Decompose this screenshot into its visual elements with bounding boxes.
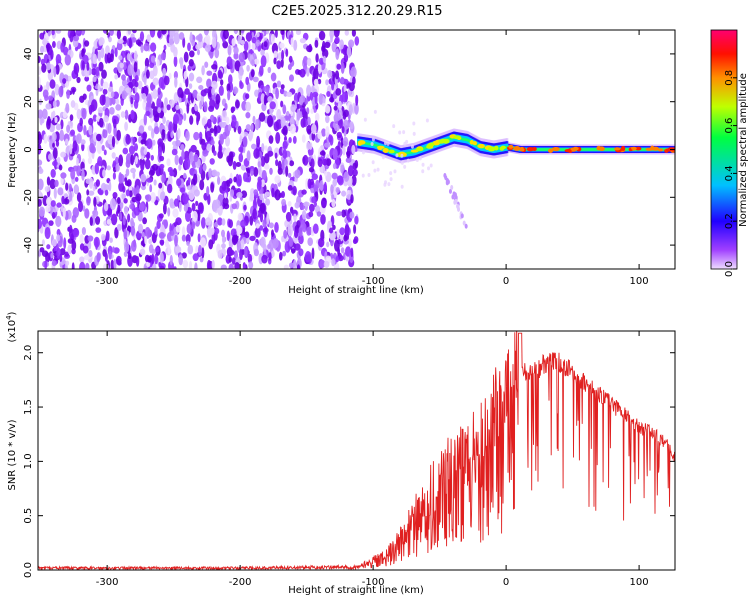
snr-ylabel: SNR (10 * v/v) — [7, 419, 18, 490]
colorbar-tick-label: 0.4 — [724, 165, 735, 181]
noise-speckle-region — [38, 30, 360, 269]
spectrogram-ytick-label: 20 — [23, 95, 34, 108]
colorbar-gradient — [711, 30, 737, 269]
snr-xtick-label: 0 — [503, 577, 509, 588]
snr-xtick-label: -300 — [96, 577, 119, 588]
snr-frame — [37, 330, 676, 571]
secondary-frequency-branch — [361, 109, 468, 229]
colorbar-frame — [710, 29, 738, 270]
spectrogram-xtick-label: -300 — [96, 276, 119, 287]
snr-ytick-label: 0.0 — [23, 562, 34, 578]
colorbar-tick-label: 0.2 — [724, 213, 735, 229]
colorbar-label: Normalized spectral amplitude — [738, 73, 749, 227]
spectrogram-ytick-label: -20 — [23, 189, 34, 205]
snr-xlabel: Height of straight line (km) — [288, 585, 424, 596]
snr-xtick-label: 100 — [630, 577, 649, 588]
snr-series-line — [38, 331, 675, 570]
spectrogram-ytick-label: -40 — [23, 237, 34, 253]
spectrogram-xtick-label: -200 — [229, 276, 252, 287]
snr-ytick-label: 0.5 — [23, 508, 34, 524]
spectrogram-ytick-label: 40 — [23, 48, 34, 61]
spectrogram-xlabel: Height of straight line (km) — [288, 285, 424, 296]
colorbar: 0.0 0.2 0.4 0.6 0.8 Normalized spectral ampl… — [710, 29, 749, 277]
spectrogram-xtick-label: -100 — [362, 276, 385, 287]
snr-xtick-label: -100 — [362, 577, 385, 588]
colorbar-tick-label: 0.6 — [724, 118, 735, 134]
figure-title: C2E5.2025.312.20.29.R15 — [271, 4, 442, 19]
spectrogram-xtick-label: 0 — [503, 276, 509, 287]
spectrogram-ylabel: Frequency (Hz) — [7, 112, 18, 188]
snr-xtick-label: -200 — [229, 577, 252, 588]
snr-ytick-label: 2.0 — [23, 345, 34, 361]
colorbar-tick-label: 0.8 — [724, 70, 735, 86]
snr-scale-label: (x104) — [5, 311, 18, 342]
spectrogram-xtick-label: 100 — [630, 276, 649, 287]
snr-panel: -300 -200 -100 0 100 0.0 0.5 1.0 1.5 2.0 Height o… — [5, 311, 676, 596]
spectrogram-ytick-label: 0 — [23, 146, 34, 152]
dominant-frequency-band — [357, 128, 675, 164]
snr-ytick-label: 1.0 — [23, 453, 34, 469]
snr-ytick-label: 1.5 — [23, 399, 34, 415]
colorbar-tick-label: 0.0 — [724, 261, 735, 277]
